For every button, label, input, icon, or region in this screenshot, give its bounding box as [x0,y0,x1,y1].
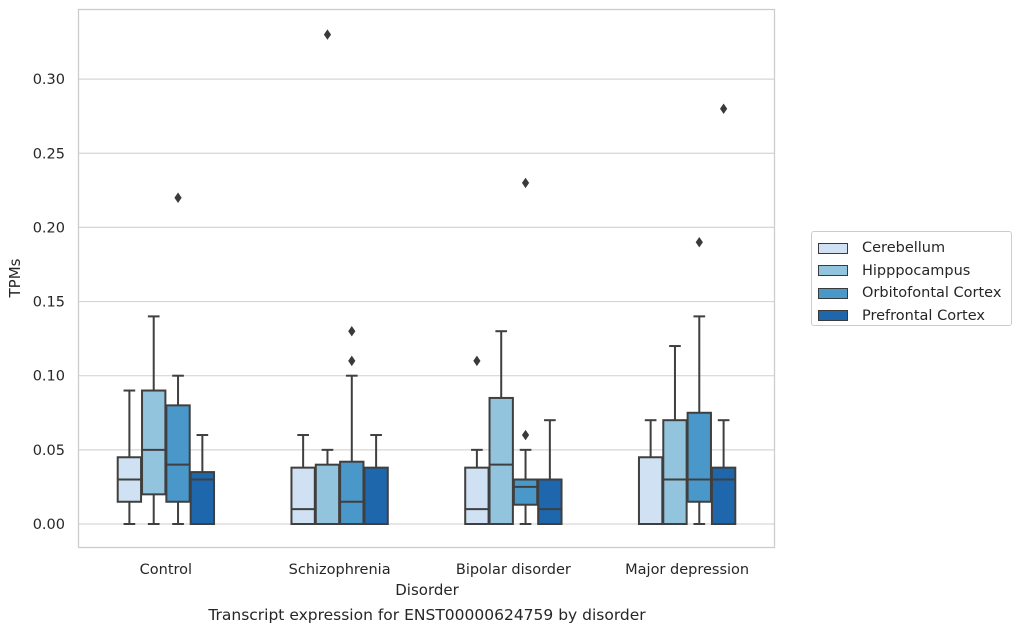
x-tick-label: Bipolar disorder [456,562,571,578]
gridlines [79,78,774,525]
outlier-point [174,192,182,203]
box-body [637,456,664,526]
legend-swatch [818,265,848,277]
box-body [662,419,688,525]
box-orbitofontal-cortex [686,237,712,525]
box-prefrontal-cortex [710,103,737,525]
x-tick-label: Schizophrenia [289,562,391,578]
box-body [165,404,191,503]
x-tick-label: Control [140,562,192,578]
legend-item: Prefrontal Cortex [818,306,985,326]
legend-label: Orbitofontal Cortex [862,285,1002,302]
legend-label: Prefrontal Cortex [862,307,985,324]
y-tick-label: 0.05 [33,443,65,459]
box-cerebellum [637,419,664,526]
box-hipppocampus [662,345,688,525]
box-body [363,466,389,525]
box-body [512,478,539,506]
legend-label: Cerebellum [862,240,946,256]
legend: Cerebellum Hipppocampus Orbitofontal Corte… [811,231,1012,326]
box-body [314,463,341,525]
box-cerebellum [464,355,490,525]
outlier-point [473,355,481,367]
box-layer [116,29,737,526]
box-cerebellum [290,434,316,525]
y-tick-label: 0.30 [33,72,65,88]
legend-label: Hipppocampus [862,262,971,279]
box-body [189,471,216,525]
legend-swatch [818,242,848,254]
box-body [537,478,563,526]
y-tick-label: 0.10 [33,369,65,385]
outlier-point [521,177,530,189]
x-tick-label: Major depression [625,562,749,578]
y-tick-label: 0.20 [33,220,65,236]
outlier-point [323,29,332,40]
box-prefrontal-cortex [189,434,216,525]
box-hipppocampus [488,330,514,526]
outlier-point [720,103,728,114]
y-axis-label: TPMs [6,258,24,298]
box-body [710,466,737,525]
box-hipppocampus [141,315,167,525]
y-tick-label: 0.15 [33,295,65,311]
y-tick-label: 0.25 [33,146,65,162]
legend-item: Cerebellum [818,238,945,258]
box-body [488,396,514,526]
chart-caption: Transcript expression for ENST0000062475… [208,606,646,624]
legend-item: Hipppocampus [818,261,970,281]
outlier-point [348,326,356,337]
legend-swatch [818,310,848,322]
y-tick-labels: 0.00 0.05 0.10 0.15 0.20 0.25 0.30 [33,72,65,533]
box-body [686,411,712,503]
legend-swatch [818,287,848,299]
plot-frame [77,8,776,549]
box-orbitofontal-cortex [165,192,191,525]
legend-item: Orbitofontal Cortex [818,283,1001,303]
outlier-point [348,355,356,367]
x-tick-labels: Control Schizophrenia Bipolar disorder Majo… [140,562,749,578]
box-cerebellum [116,389,143,525]
box-body [464,466,490,525]
outlier-point [695,237,703,248]
y-tick-label: 0.00 [33,517,65,533]
box-body [339,460,365,525]
outlier-point [521,429,530,441]
box-orbitofontal-cortex [339,326,365,525]
x-axis-label: Disorder [395,581,459,599]
box-prefrontal-cortex [537,419,563,526]
box-prefrontal-cortex [363,434,389,525]
box-body [290,466,316,525]
box-hipppocampus [314,29,341,525]
box-body [141,389,167,496]
box-orbitofontal-cortex [512,177,539,525]
